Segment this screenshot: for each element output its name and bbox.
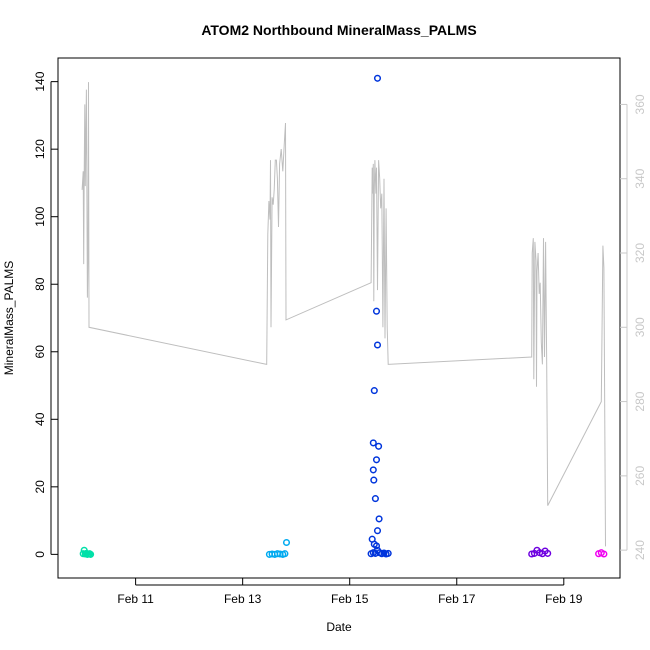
y-tick-label: 0 <box>33 551 47 558</box>
data-point <box>373 341 382 349</box>
y2-tick-label: 360 <box>633 94 647 114</box>
data-point <box>372 456 381 464</box>
plot-frame <box>57 57 621 579</box>
y2-tick-label: 240 <box>633 540 647 560</box>
y2-tick-label: 260 <box>633 466 647 486</box>
data-point <box>372 307 381 315</box>
data-point <box>373 527 382 535</box>
y2-tick-label: 280 <box>633 391 647 411</box>
y2-tick-label: 340 <box>633 168 647 188</box>
data-point <box>371 495 379 503</box>
data-point <box>373 74 382 82</box>
x-tick-label: Feb 17 <box>438 592 476 606</box>
chart-title: ATOM2 Northbound MineralMass_PALMS <box>201 22 476 38</box>
data-point <box>375 442 383 450</box>
y-tick-label: 20 <box>33 480 47 494</box>
data-point <box>276 550 284 558</box>
x-tick-label: Feb 19 <box>545 592 583 606</box>
secondary-line-layer <box>81 82 606 547</box>
y-tick-label: 60 <box>33 345 47 359</box>
points-layer <box>79 74 608 558</box>
y-tick-label: 120 <box>33 139 47 159</box>
x-tick-label: Feb 11 <box>117 592 154 606</box>
y-tick-label: 40 <box>33 412 47 426</box>
secondary-series-line <box>81 82 606 547</box>
data-point <box>281 550 289 558</box>
data-point <box>369 466 377 474</box>
data-point <box>370 476 378 484</box>
y-axis-label: MineralMass_PALMS <box>2 261 16 375</box>
data-point <box>600 550 608 558</box>
data-point <box>372 542 381 550</box>
y-tick-label: 100 <box>33 206 47 226</box>
y-tick-label: 140 <box>33 71 47 91</box>
axes-layer: 0 20 40 60 80 100 120 140 Feb 11 Feb 13 Feb 15 Feb … <box>33 71 647 606</box>
y2-tick-label: 300 <box>633 317 647 337</box>
data-point <box>375 515 383 523</box>
y-tick-label: 80 <box>33 277 47 291</box>
data-point <box>87 550 95 558</box>
y2-tick-label: 320 <box>633 243 647 263</box>
data-point <box>370 387 378 395</box>
x-tick-label: Feb 13 <box>224 592 262 606</box>
x-tick-label: Feb 15 <box>331 592 369 606</box>
data-point <box>544 549 552 557</box>
x-axis-label: Date <box>326 620 352 634</box>
data-point <box>369 439 377 447</box>
data-point <box>384 549 392 557</box>
data-point <box>282 538 291 547</box>
